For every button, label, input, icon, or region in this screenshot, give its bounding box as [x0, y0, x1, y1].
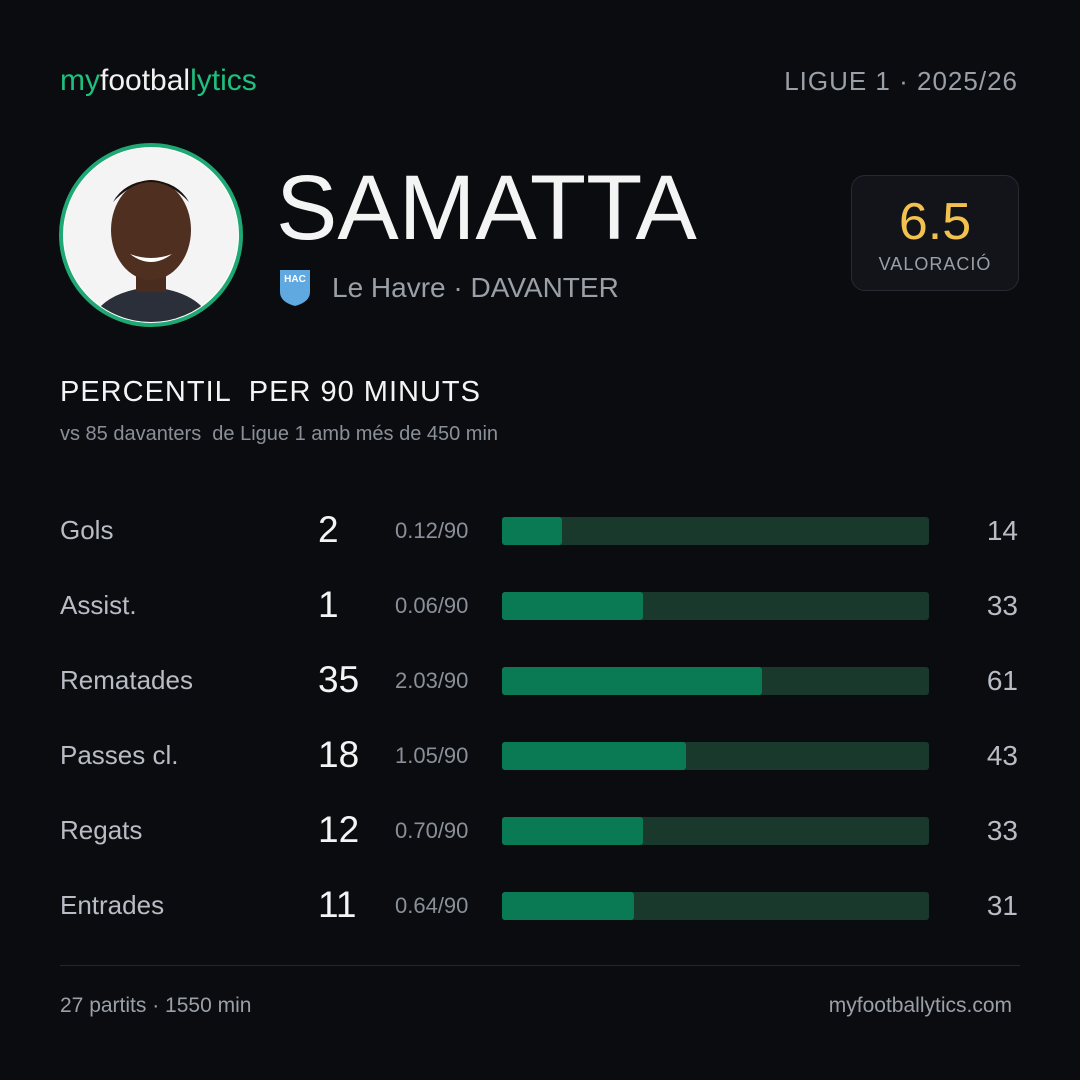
stat-total: 35	[318, 659, 360, 700]
stat-percentile: 33	[986, 815, 1018, 846]
brand: myfootballytics	[60, 64, 257, 98]
badge-text: HAC	[284, 274, 306, 285]
stat-percentile: 43	[986, 740, 1018, 771]
stat-per90: 1.05/90	[395, 743, 469, 768]
stat-total: 12	[318, 809, 360, 850]
bar-fill	[502, 742, 686, 770]
stat-total: 2	[318, 509, 339, 550]
bar-track	[502, 517, 929, 545]
stat-percentile: 33	[986, 590, 1018, 621]
brand-part: my	[60, 64, 100, 97]
stat-percentile: 31	[986, 890, 1018, 921]
stat-percentile: 61	[986, 665, 1018, 696]
bar-fill	[502, 517, 562, 545]
brand-part: lytics	[190, 64, 257, 97]
stat-label: Assist.	[60, 590, 137, 620]
stat-label: Entrades	[60, 890, 165, 920]
bar-fill	[502, 592, 643, 620]
bar-fill	[502, 817, 643, 845]
player-name: SAMATTA	[276, 157, 697, 259]
stat-label: Regats	[60, 815, 143, 845]
bar-fill	[502, 667, 763, 695]
stat-per90: 0.70/90	[395, 818, 469, 843]
stat-per90: 0.64/90	[395, 893, 469, 918]
stat-total: 18	[318, 734, 360, 775]
section-title: PERCENTIL PER 90 MINUTS	[60, 376, 481, 408]
stat-per90: 0.12/90	[395, 518, 469, 543]
rating-box: 6.5 VALORACIÓ	[851, 175, 1019, 291]
stat-total: 1	[318, 584, 339, 625]
rating: 6.5	[898, 193, 972, 251]
team-badge: HAC	[280, 270, 310, 306]
divider	[60, 965, 1020, 966]
stat-per90: 0.06/90	[395, 593, 469, 618]
league: LIGUE 1 · 2025/26	[784, 66, 1018, 96]
stat-label: Gols	[60, 515, 114, 545]
stat-label: Passes cl.	[60, 740, 179, 770]
team-position: Le Havre · DAVANTER	[332, 272, 619, 303]
footer-left: 27 partits · 1550 min	[60, 994, 252, 1017]
footer-right: myfootballytics.com	[828, 994, 1012, 1017]
section-subtitle: vs 85 davanters de Ligue 1 amb més de 45…	[60, 423, 499, 445]
stat-label: Rematades	[60, 665, 193, 695]
bar-fill	[502, 892, 635, 920]
rating-label: VALORACIÓ	[878, 254, 992, 274]
stat-per90: 2.03/90	[395, 668, 469, 693]
player-photo	[59, 143, 243, 327]
brand-part: footbal	[100, 64, 191, 97]
stat-total: 11	[318, 884, 357, 925]
stat-percentile: 14	[986, 515, 1018, 546]
